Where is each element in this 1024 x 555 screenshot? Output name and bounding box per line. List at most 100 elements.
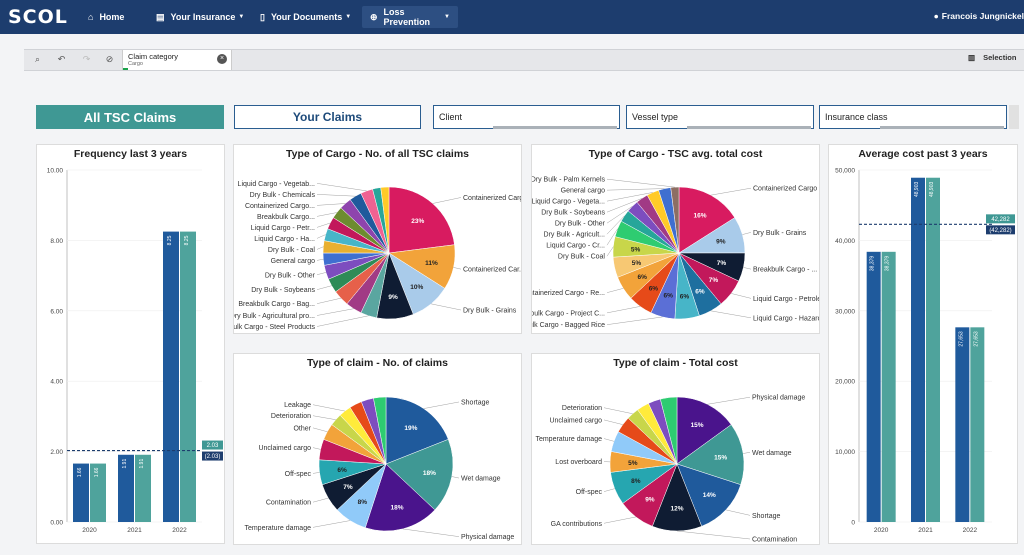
leader-line [316, 183, 367, 192]
document-icon: ▤ [156, 11, 165, 22]
pie-percent-label: 5% [628, 460, 638, 467]
close-icon[interactable]: × [217, 54, 227, 64]
pie-category-label: Liquid Cargo - Cr... [546, 243, 605, 250]
pie-category-label: Off-spec [576, 489, 603, 496]
client-filter[interactable]: Client [433, 105, 620, 129]
pie-category-label: Temperature damage [244, 525, 311, 532]
cargo-count-chart-title: Type of Cargo - No. of all TSC claims [286, 148, 469, 160]
leader-line [731, 293, 752, 299]
selection-toolbar: ⌕ ↶ ↷ ⊘ Claim category Cargo × ▥ Selectio… [24, 49, 1024, 71]
pie-category-label: Liquid Cargo - Vegeta... [532, 199, 605, 206]
leader-line [316, 234, 326, 239]
pie-category-label: General cargo [271, 258, 315, 265]
scol-logo[interactable]: SCOL [8, 6, 68, 28]
globe-icon: ⊕ [370, 11, 378, 22]
pie-percent-label: 7% [717, 260, 727, 267]
nav-your-insurance[interactable]: ▤ Your Insurance ▼ [148, 6, 252, 28]
pie-category-label: Deterioration [562, 405, 602, 412]
pie-percent-label: 9% [716, 238, 726, 245]
pie-percent-label: 16% [693, 212, 706, 219]
claim-category-selection-tab[interactable]: Claim category Cargo × [122, 50, 232, 70]
pie-percent-label: 12% [670, 506, 683, 513]
pie-percent-label: 6% [638, 274, 648, 281]
selections-tool[interactable]: ▥ Selection [968, 53, 1016, 62]
step-forward-icon[interactable]: ↷ [82, 54, 91, 64]
pie-category-label: Wet damage [752, 450, 792, 457]
filter-bar [493, 126, 617, 129]
reference-badge-navy [986, 225, 1015, 235]
avg-cost-panel: Average cost past 3 years 0 10,000 20,000 3… [828, 144, 1018, 544]
user-icon: ● [933, 11, 939, 21]
pie-category-label: Dry Bulk - Agricult... [544, 232, 606, 239]
leader-line [312, 447, 321, 450]
cargo-count-pie-chart[interactable]: 23% 11% 10% 9% Containerized Cargo - ... Cont… [234, 163, 521, 333]
caret-down-icon: ▼ [238, 14, 245, 20]
pie-percent-label: 15% [691, 422, 704, 429]
pie-slice [373, 396, 387, 465]
avg-cost-bar-chart[interactable]: 0 10,000 20,000 30,000 40,000 50,000 38,379 38,… [829, 165, 1017, 541]
user-menu[interactable]: ● Francois Jungnickel [934, 11, 1024, 21]
step-back-icon[interactable]: ↶ [57, 54, 66, 64]
bar-data-label: 1.66 [77, 467, 83, 477]
your-claims-button[interactable]: Your Claims [234, 105, 421, 129]
pie-category-label: Other [293, 425, 311, 432]
bar-2021-s2 [926, 177, 940, 522]
frequency-bar-chart[interactable]: 0.00 2.00 4.00 6.00 8.00 10.00 1.66 1.66 2020 1.9… [37, 165, 224, 541]
y-tick-label: 0.00 [50, 520, 63, 527]
leader-line [316, 285, 332, 290]
filter-scrollbar[interactable] [1009, 105, 1019, 129]
bar-2022-s1 [955, 327, 970, 522]
pie-category-label: Breakbulk Cargo... [257, 214, 315, 221]
leader-line [316, 203, 346, 206]
selections-label: Selection [983, 53, 1017, 62]
pie-category-label: Shortage [752, 513, 781, 520]
leader-line [707, 396, 751, 405]
leader-line [402, 528, 460, 537]
pie-category-label: Dry Bulk - Grains [463, 308, 517, 315]
claim-cost-chart-title: Type of claim - Total cost [613, 357, 738, 369]
bar-2022-s2 [180, 231, 196, 522]
insurance-class-filter[interactable]: Insurance class [819, 105, 1007, 129]
bar-2020-s1 [73, 463, 89, 522]
user-name: Francois Jungnickel [941, 11, 1024, 21]
reference-badge-teal [202, 440, 223, 450]
reference-label: 2.03 [207, 443, 219, 449]
vessel-type-filter[interactable]: Vessel type [626, 105, 814, 129]
all-tsc-claims-button[interactable]: All TSC Claims [36, 105, 224, 129]
leader-line [432, 197, 462, 204]
smart-search-icon[interactable]: ⌕ [34, 54, 41, 64]
nav-your-documents[interactable]: ▯ Your Documents ▼ [252, 6, 359, 28]
file-icon: ▯ [260, 11, 265, 22]
pie-category-label: GA contributions [551, 521, 603, 528]
pie-percent-label: 8% [631, 478, 641, 485]
pie-category-label: Breakbulk Cargo - Bag... [238, 301, 315, 308]
pie-category-label: Deterioration [271, 413, 311, 420]
pie-category-label: Liquid Cargo - Hazardous Che... [753, 315, 819, 322]
pie-category-label: Dry Bulk - Coal [268, 247, 316, 254]
x-tick-label: 2022 [963, 527, 978, 534]
leader-line [316, 246, 324, 250]
claim-cost-pie-chart[interactable]: 15% 15% 14% 12% 9% 8% 5% Physical damage Wet dam… [532, 372, 819, 544]
pie-category-label: Liquid Cargo - Ha... [254, 236, 315, 243]
nav-home[interactable]: ⌂ Home [80, 6, 132, 28]
leader-line [453, 267, 462, 270]
claim-count-pie-chart[interactable]: 19% 18% 18% 8% 7% 6% Shortage Wet damage Physica… [234, 372, 521, 544]
y-tick-label: 10,000 [835, 449, 855, 456]
pie-category-label: Breakbulk Cargo - Bagged Rice [532, 322, 605, 329]
pie-category-label: Physical damage [461, 534, 514, 541]
y-tick-label: 2.00 [50, 449, 63, 456]
leader-line [316, 315, 369, 327]
pie-category-label: Dry Bulk - Soybeans [251, 287, 315, 294]
x-tick-label: 2022 [172, 527, 187, 534]
pie-category-label: Shortage [461, 399, 490, 406]
reference-badge-teal [986, 214, 1015, 224]
nav-home-label: Home [99, 12, 125, 22]
reference-label: (42,282) [989, 228, 1011, 234]
selections-icon: ▥ [968, 53, 976, 62]
cargo-cost-pie-chart[interactable]: 16%9%7%7%6%6%6%6%6%5%5%Containerized Car… [532, 163, 819, 333]
leader-line [603, 516, 636, 524]
y-tick-label: 6.00 [50, 308, 63, 315]
clear-selections-icon[interactable]: ⊘ [105, 54, 114, 64]
client-filter-label: Client [439, 112, 463, 122]
nav-loss-prevention[interactable]: ⊕ Loss Prevention ▼ [362, 6, 458, 28]
